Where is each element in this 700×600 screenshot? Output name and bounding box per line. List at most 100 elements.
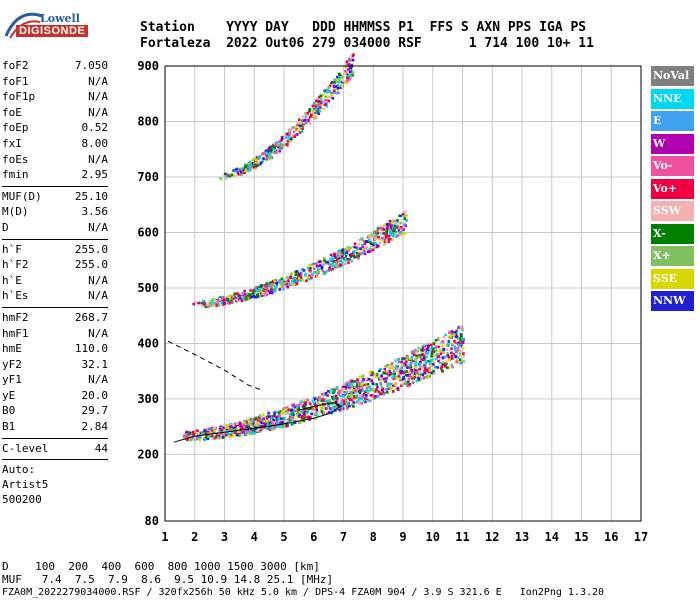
echo-point: [409, 375, 413, 379]
echo-point: [384, 388, 388, 391]
param-value: 3.56: [81, 205, 109, 219]
echo-point: [387, 239, 390, 242]
echo-point: [362, 240, 366, 244]
echo-point: [380, 232, 384, 236]
echo-point: [244, 293, 247, 296]
muf-distance-table: D 100 200 400 600 800 1000 1500 3000 [km…: [2, 560, 333, 586]
echo-point: [337, 408, 341, 411]
echo-point: [283, 281, 286, 285]
echo-point: [408, 371, 411, 374]
echo-point: [297, 275, 301, 279]
param-row: B0 29.7: [2, 403, 108, 419]
param-value: N/A: [88, 105, 108, 119]
echo-point: [247, 165, 250, 169]
echo-point: [257, 161, 260, 165]
legend-item: W: [651, 133, 694, 154]
echo-point: [331, 262, 335, 265]
echo-point: [453, 341, 457, 345]
x-tick-label: 10: [426, 530, 440, 544]
echo-point: [428, 349, 432, 352]
echo-point: [292, 403, 296, 407]
echo-point: [209, 304, 212, 307]
echo-point: [385, 391, 389, 394]
echo-point: [273, 290, 276, 293]
echo-point: [341, 399, 344, 402]
echo-point: [323, 405, 327, 408]
echo-point: [417, 378, 420, 382]
echo-point: [368, 394, 372, 397]
echo-point: [455, 360, 458, 364]
echo-point: [339, 406, 343, 410]
echo-point: [274, 288, 278, 292]
echo-point: [255, 421, 259, 424]
echo-point: [237, 423, 240, 427]
echo-point: [289, 413, 292, 417]
echo-point: [376, 394, 380, 398]
echo-point: [298, 124, 302, 127]
echo-point: [338, 409, 342, 413]
echo-point: [267, 411, 271, 415]
echo-point: [354, 389, 358, 392]
separator: [2, 185, 108, 187]
echo-point: [453, 348, 457, 351]
echo-point: [406, 380, 410, 384]
param-row: h`Es N/A: [2, 288, 108, 304]
param-value: 0.52: [81, 121, 109, 135]
echo-point: [370, 373, 373, 377]
echo-point: [371, 248, 375, 252]
autoscale-version: 500200: [2, 493, 42, 507]
echo-point: [202, 302, 206, 306]
echo-point: [413, 351, 417, 355]
echo-point: [262, 152, 266, 156]
echo-band: [183, 325, 465, 442]
echo-point: [404, 382, 407, 385]
echo-point: [306, 407, 310, 410]
echo-point: [279, 421, 282, 424]
echo-point: [336, 84, 340, 87]
echo-point: [320, 97, 323, 101]
echo-point: [219, 426, 223, 430]
echo-point: [242, 430, 245, 434]
echo-point: [398, 369, 402, 373]
param-name: yF1: [2, 373, 22, 387]
echo-point: [298, 413, 301, 416]
echo-point: [284, 408, 287, 411]
echo-point: [296, 271, 300, 275]
echo-point: [242, 295, 246, 299]
echo-point: [227, 301, 230, 305]
echo-point: [295, 133, 299, 136]
echo-point: [261, 160, 265, 163]
echo-point: [323, 259, 326, 262]
echo-point: [454, 350, 458, 354]
echo-point: [369, 394, 373, 397]
echo-point: [426, 348, 429, 352]
echo-point: [432, 369, 435, 373]
echo-point: [210, 301, 213, 305]
echo-point: [314, 105, 318, 108]
echo-point: [450, 347, 453, 350]
echo-point: [325, 100, 329, 103]
echo-point: [260, 284, 263, 287]
echo-point: [414, 361, 418, 364]
echo-point: [228, 174, 232, 178]
echo-band: [219, 53, 355, 181]
echo-point: [278, 149, 282, 153]
echo-point: [391, 230, 394, 234]
param-row: M(D) 3.56: [2, 204, 108, 220]
echo-point: [334, 85, 338, 88]
param-row: foF1 N/A: [2, 74, 108, 90]
echo-point: [282, 279, 286, 283]
echo-point: [370, 370, 374, 373]
echo-point: [376, 231, 380, 235]
echo-point: [253, 417, 256, 421]
echo-point: [422, 356, 426, 360]
echo-point: [306, 410, 310, 413]
echo-point: [273, 412, 276, 415]
echo-point: [328, 401, 332, 404]
echo-point: [381, 390, 385, 394]
param-row: foF2 7.050: [2, 58, 108, 74]
echo-point: [437, 359, 440, 363]
echo-point: [395, 365, 398, 368]
echo-point: [388, 233, 392, 236]
echo-point: [446, 353, 450, 357]
